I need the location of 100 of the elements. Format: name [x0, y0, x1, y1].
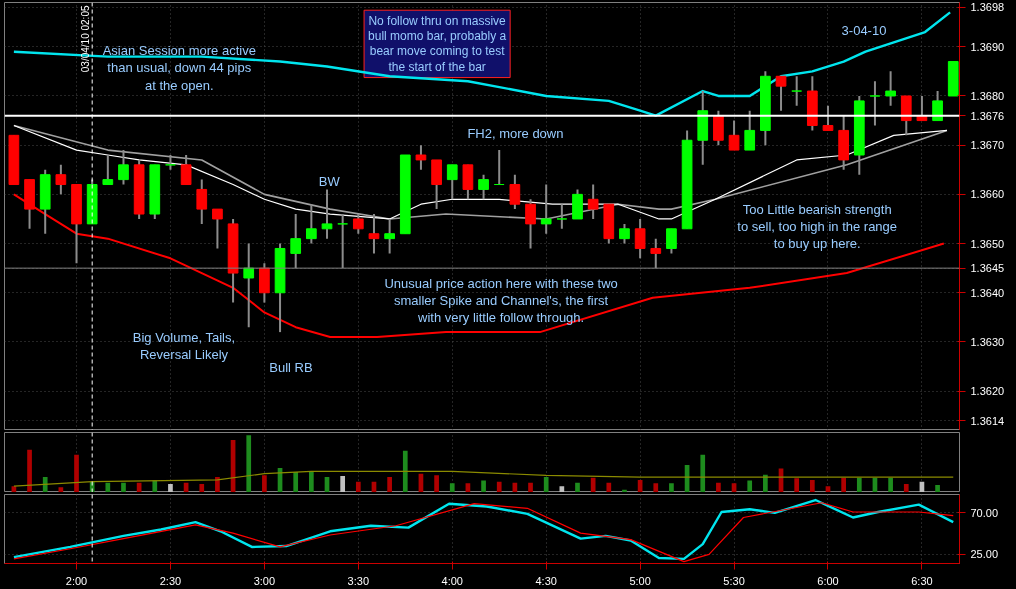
y-tick-label: 1.3620 [970, 385, 1005, 398]
candlestick [744, 109, 756, 152]
bar [841, 477, 846, 492]
x-tick-label: 3:00 [253, 574, 276, 587]
annotation: No follow thru on massive bull momo bar, probably a bear move coming to test the start of the bar [368, 14, 507, 74]
y-tick-label: 1.3698 [970, 1, 1005, 14]
bar [575, 482, 580, 492]
candlestick [118, 149, 129, 186]
candlestick [791, 75, 803, 107]
bar [434, 475, 439, 492]
candlestick [540, 183, 552, 235]
candlestick [212, 208, 223, 250]
annotation: 3-04-10 [841, 23, 887, 39]
ref-line-label: 03/04/10 02:05 [80, 5, 92, 73]
bar [716, 482, 721, 492]
bar [387, 477, 392, 492]
annotation: FH2, more down [467, 125, 564, 141]
candlestick [102, 154, 114, 186]
annotation: BW [318, 173, 341, 189]
annotation: Asian Session more active than usual, down 44 pips at the open. [102, 43, 256, 93]
candlestick [352, 213, 364, 235]
candlestick [619, 222, 630, 245]
y-tick-label: 1.3650 [970, 237, 1005, 250]
candlestick [634, 217, 646, 260]
bar [543, 477, 549, 492]
x-tick-label: 2:30 [159, 574, 182, 587]
bar [606, 482, 612, 492]
bar [481, 480, 486, 492]
candlestick [415, 144, 427, 171]
bar [559, 486, 565, 492]
candlestick [932, 90, 943, 122]
candlestick [196, 178, 208, 225]
bar [528, 482, 533, 492]
bar [402, 450, 408, 492]
candlestick [822, 104, 834, 132]
y-tick-label: 25.00 [970, 548, 999, 561]
candlestick [180, 154, 192, 186]
candlestick [321, 188, 333, 240]
candlestick [446, 163, 458, 201]
bar [794, 478, 800, 492]
bar [496, 481, 502, 492]
bar [27, 449, 32, 492]
bar [653, 483, 659, 492]
y-tick-label: 1.3660 [970, 188, 1005, 201]
candlestick [165, 154, 176, 171]
bar [449, 483, 455, 492]
ref-line-label: 1.3676 [970, 109, 1005, 122]
x-tick-label: 2:00 [65, 574, 88, 587]
candlestick [885, 70, 896, 107]
annotation: Bull RB [269, 359, 313, 375]
bar [74, 454, 79, 492]
bar [903, 483, 909, 492]
annotation: Too Little bearish strength to sell, too high in the range to buy up here. [737, 201, 898, 252]
x-tick-label: 3:30 [347, 574, 370, 587]
bar [105, 482, 111, 492]
candlestick [509, 173, 521, 211]
candlestick [493, 149, 505, 186]
y-tick-label: 70.00 [970, 506, 999, 519]
candlestick [666, 227, 677, 255]
y-tick-label: 1.3630 [970, 335, 1005, 348]
annotation: Big Volume, Tails, Reversal Likely [132, 329, 236, 363]
candlestick [525, 198, 536, 250]
y-tick-label: 1.3614 [970, 414, 1005, 427]
bar [935, 485, 940, 492]
x-tick-label: 6:30 [911, 574, 933, 587]
bar [152, 480, 158, 492]
bar [340, 475, 346, 492]
bar [121, 482, 126, 492]
x-tick-label: 6:00 [817, 574, 839, 587]
bar [199, 483, 205, 492]
bar [809, 479, 815, 492]
bar [168, 483, 173, 492]
candlestick [728, 119, 740, 152]
bar [262, 475, 267, 492]
candlestick [384, 217, 395, 255]
candlestick [869, 80, 881, 127]
x-tick-label: 5:30 [723, 574, 745, 587]
bar [309, 471, 314, 492]
ref-line-label: 1.3645 [970, 262, 1005, 275]
x-tick-label: 5:00 [629, 574, 651, 587]
bar [669, 483, 674, 492]
annotation: Unusual price action here with these two smaller Spike and Channel's, the first with very little follow through. [384, 275, 618, 326]
x-tick-label: 4:00 [441, 574, 463, 587]
bar [700, 454, 706, 492]
y-tick-label: 1.3640 [970, 286, 1005, 299]
candlestick [587, 183, 599, 220]
y-tick-label: 1.3680 [970, 89, 1005, 102]
bar [888, 477, 893, 492]
candlestick [556, 203, 568, 230]
candlestick [775, 75, 787, 112]
bar [293, 471, 299, 492]
bar [58, 487, 64, 492]
x-tick-label: 4:30 [535, 574, 557, 587]
bar [42, 477, 48, 492]
candlestick [368, 213, 380, 255]
bar [622, 489, 627, 492]
candlestick [478, 173, 489, 201]
y-tick-label: 1.3690 [970, 40, 1005, 53]
bar [856, 477, 862, 492]
candlestick [306, 203, 317, 245]
